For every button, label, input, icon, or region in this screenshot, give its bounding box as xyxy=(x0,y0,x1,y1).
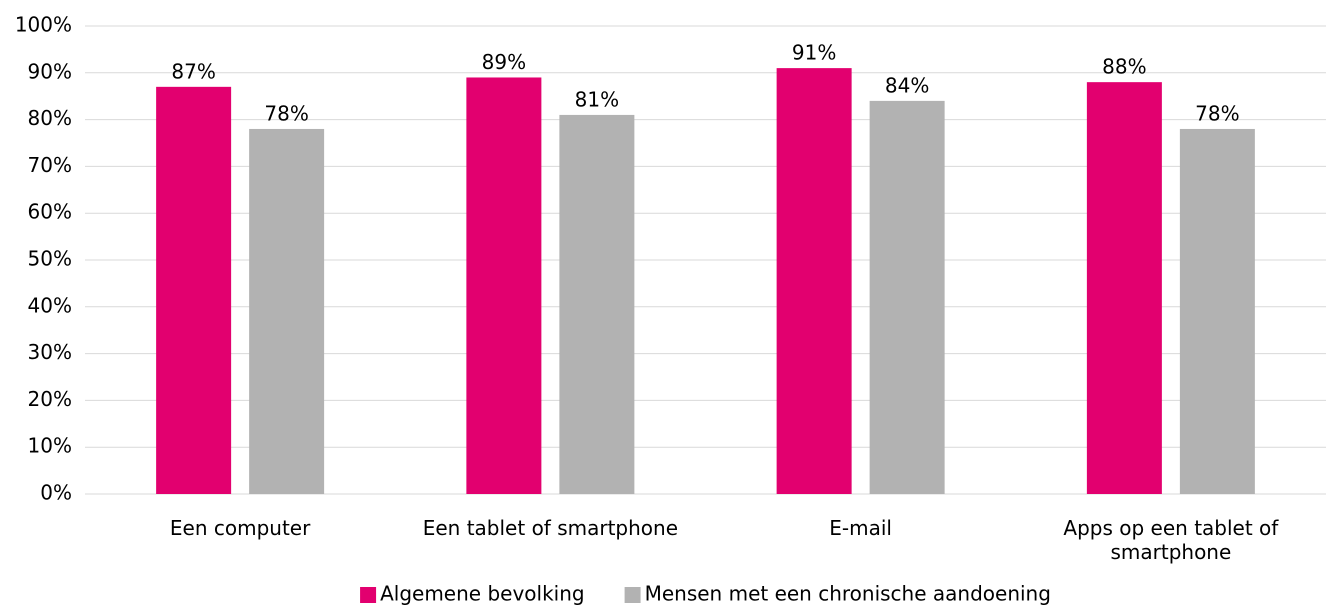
data-label: 81% xyxy=(575,87,619,111)
legend-swatch xyxy=(624,587,641,603)
bar xyxy=(776,68,852,495)
bar xyxy=(1179,128,1255,494)
data-label: 89% xyxy=(482,50,526,74)
y-tick-label: 50% xyxy=(28,247,72,271)
bar xyxy=(559,114,635,495)
y-tick-label: 0% xyxy=(40,481,72,505)
data-label: 88% xyxy=(1102,55,1146,79)
bar xyxy=(249,128,325,494)
x-tick-label: Apps op een tablet of smartphone xyxy=(1063,516,1279,564)
bar xyxy=(1086,82,1162,494)
y-tick-label: 30% xyxy=(28,340,72,364)
data-label: 78% xyxy=(1195,101,1239,125)
data-label: 84% xyxy=(885,73,929,97)
y-tick-label: 90% xyxy=(28,59,72,83)
y-tick-label: 80% xyxy=(28,106,72,130)
data-label: 91% xyxy=(792,41,836,65)
legend-swatch xyxy=(360,587,377,603)
y-tick-label: 20% xyxy=(28,387,72,411)
x-tick-label: Een computer xyxy=(169,516,311,540)
bar xyxy=(869,100,945,494)
data-label: 87% xyxy=(171,59,215,83)
x-tick-label: E-mail xyxy=(829,516,892,540)
y-tick-label: 40% xyxy=(28,293,72,317)
bar xyxy=(466,77,542,494)
bar xyxy=(156,86,232,494)
y-tick-label: 70% xyxy=(28,153,72,177)
data-label: 78% xyxy=(264,101,308,125)
x-tick-label: Een tablet of smartphone xyxy=(422,516,679,540)
y-tick-label: 60% xyxy=(28,200,72,224)
y-tick-label: 10% xyxy=(28,434,72,458)
y-tick-label: 100% xyxy=(15,13,72,37)
legend-label: Mensen met een chronische aandoening xyxy=(645,582,1051,606)
legend-label: Algemene bevolking xyxy=(380,582,585,606)
